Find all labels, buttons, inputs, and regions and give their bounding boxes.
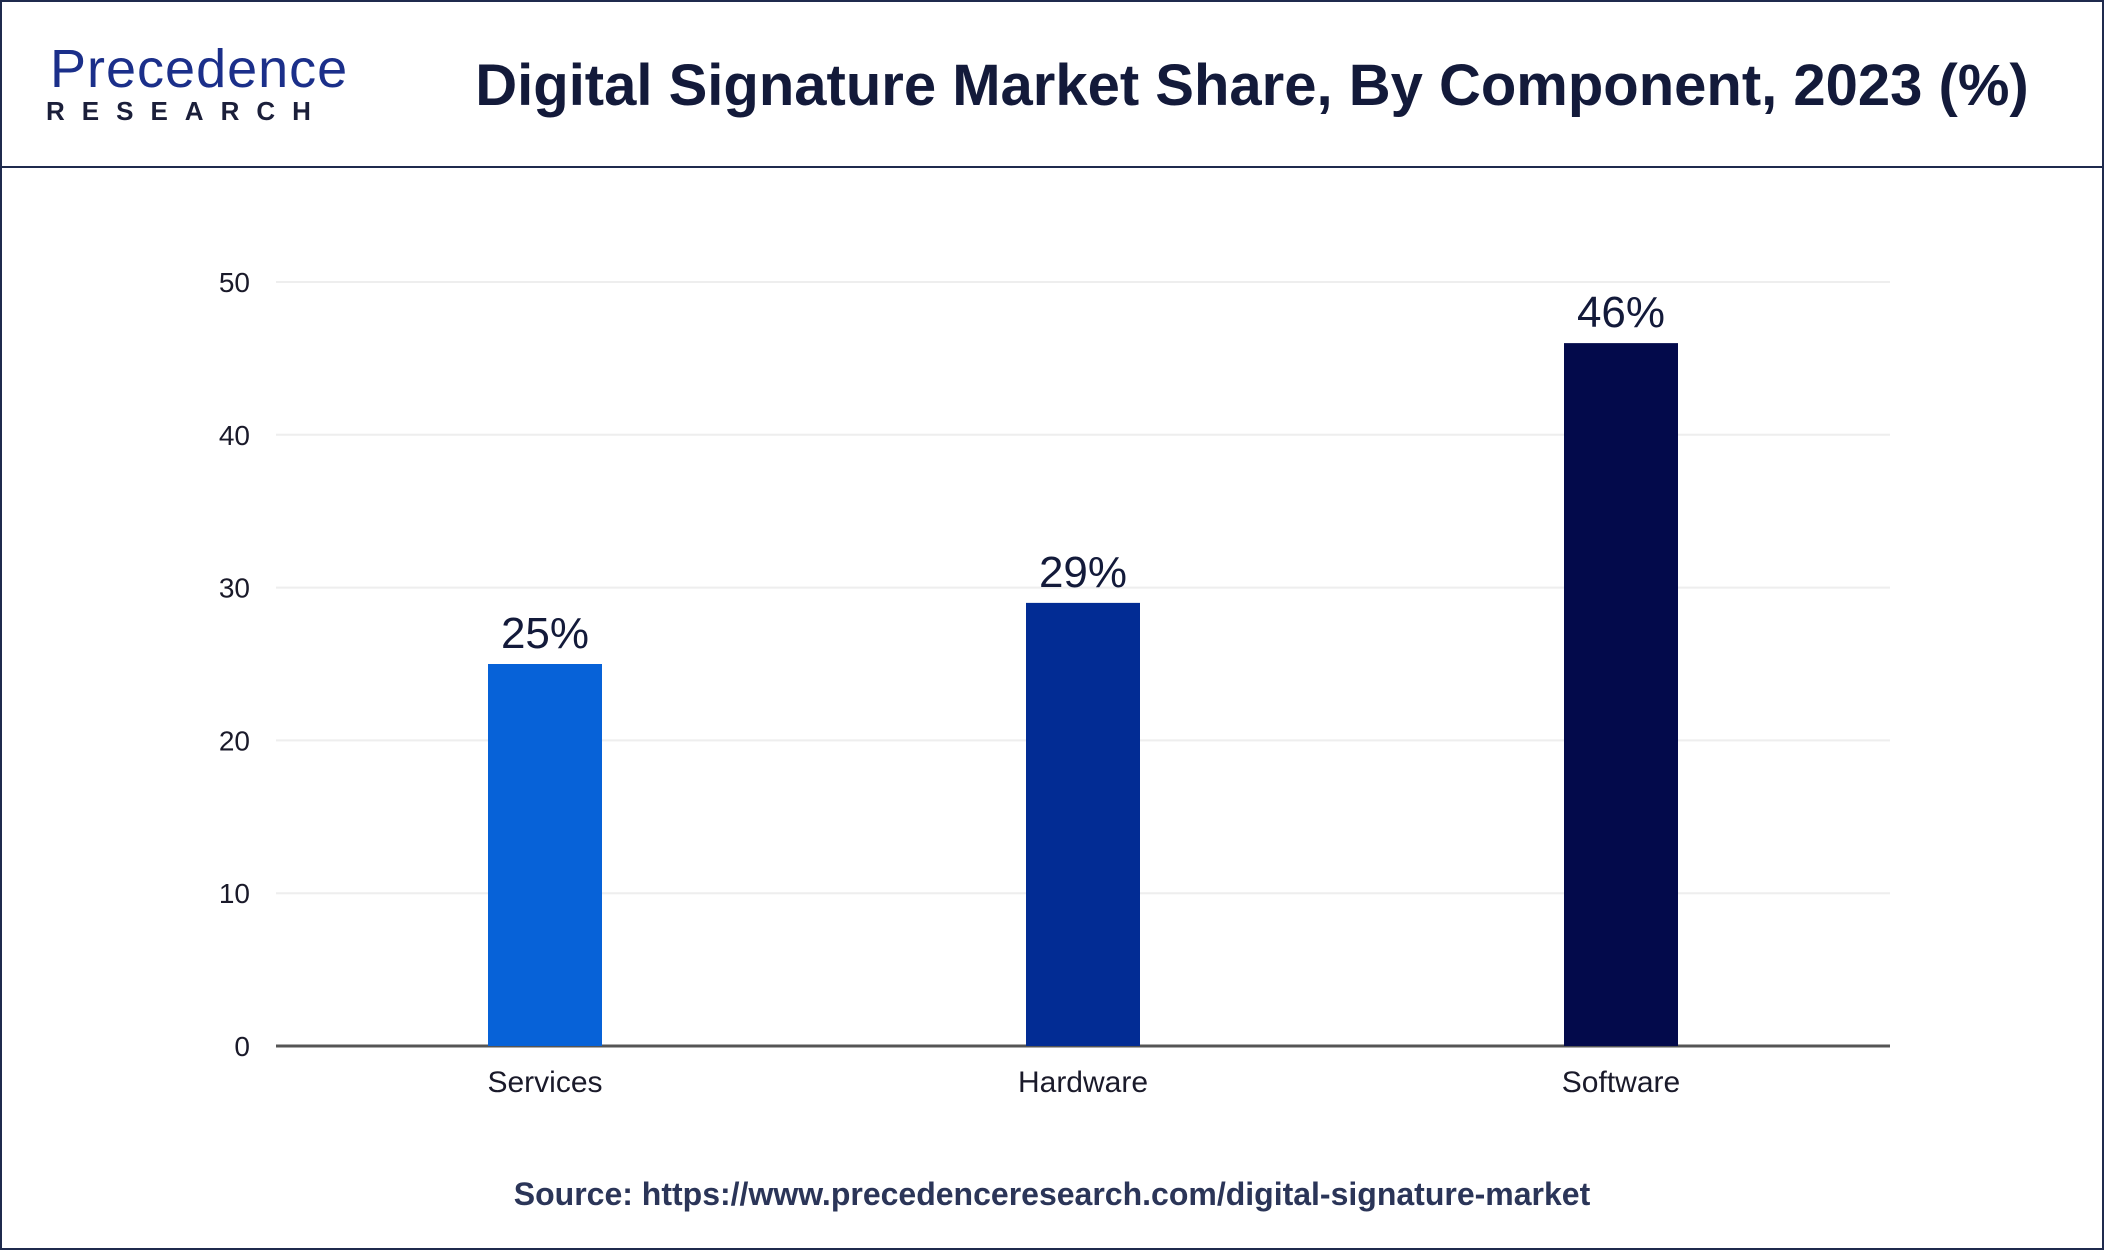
x-tick-label: Services — [487, 1066, 602, 1099]
bar — [1026, 602, 1140, 1046]
logo-subtitle: RESEARCH — [46, 96, 328, 126]
y-tick-label: 10 — [219, 878, 250, 909]
y-tick-label: 30 — [219, 573, 250, 604]
company-logo: Precedence RESEARCH — [40, 38, 347, 128]
header-bar: Precedence RESEARCH Digital Signature Ma… — [2, 2, 2102, 168]
y-tick-label: 50 — [219, 267, 250, 298]
source-note: Source: https://www.precedenceresearch.c… — [513, 1176, 1591, 1212]
y-tick-label: 0 — [234, 1031, 250, 1062]
data-label: 46% — [1577, 288, 1665, 337]
x-tick-label: Hardware — [1018, 1066, 1148, 1099]
y-tick-label: 40 — [219, 420, 250, 451]
bar — [1564, 343, 1678, 1046]
data-label: 29% — [1039, 548, 1127, 597]
y-tick-label: 20 — [219, 725, 250, 756]
bar — [488, 664, 602, 1046]
chart-title: Digital Signature Market Share, By Compo… — [475, 53, 2029, 118]
bar-chart: 0 10 20 30 40 50 25% Services 29% Hardware 46% Soft… — [219, 267, 1890, 1099]
x-tick-label: Software — [1562, 1066, 1680, 1099]
logo-wordmark: Precedence — [50, 39, 349, 99]
data-label: 25% — [501, 609, 589, 658]
